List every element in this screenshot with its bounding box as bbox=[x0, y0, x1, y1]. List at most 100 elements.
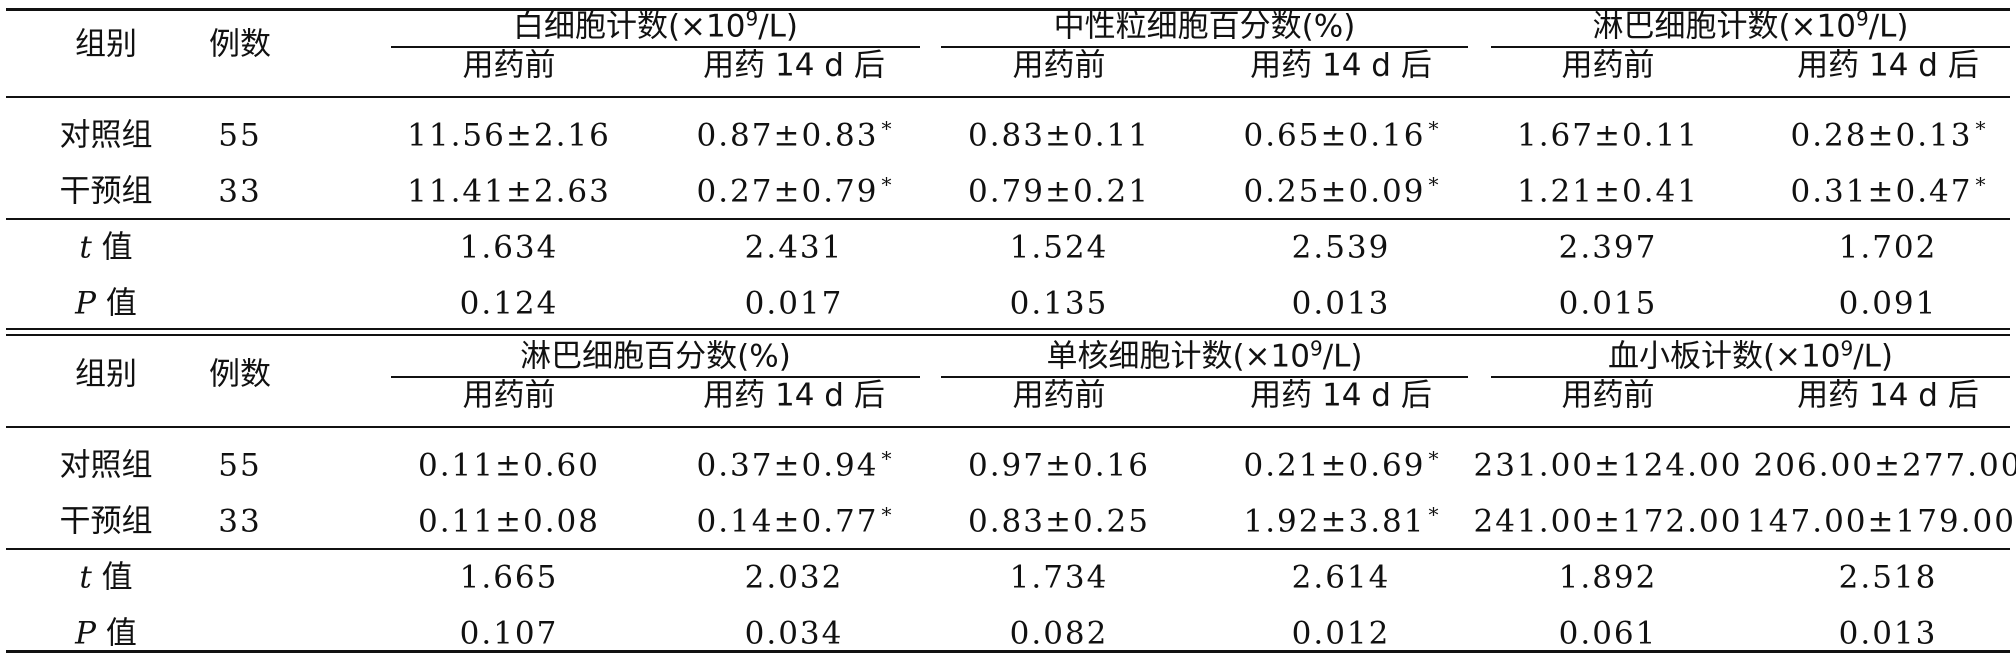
group-underline bbox=[391, 376, 920, 378]
value-cell: 11.56±2.16 bbox=[407, 117, 611, 154]
p-suffix: 值 bbox=[96, 285, 137, 322]
value-cell: 0.79±0.21 bbox=[967, 173, 1151, 210]
p-value: 0.124 bbox=[459, 285, 559, 322]
row-group-label: 干预组 bbox=[59, 173, 153, 210]
table-top-rule bbox=[6, 8, 2010, 11]
t-value: 1.702 bbox=[1838, 229, 1938, 266]
p-stat-label: P 值 bbox=[75, 285, 137, 322]
significance-mark: * bbox=[881, 116, 892, 141]
t-symbol: t bbox=[79, 559, 92, 596]
p-value: 0.082 bbox=[1009, 615, 1109, 652]
group-underline bbox=[941, 376, 1468, 378]
value-cell: 231.00±124.00 bbox=[1473, 447, 1743, 484]
value-cell: 0.97±0.16 bbox=[967, 447, 1151, 484]
p-value: 0.034 bbox=[744, 615, 844, 652]
count-header: 例数 bbox=[209, 356, 271, 393]
value-cell: 0.83±0.25 bbox=[967, 503, 1151, 540]
row-count: 55 bbox=[218, 447, 262, 484]
value-cell: 0.28±0.13 * bbox=[1790, 116, 1986, 154]
significance-mark: * bbox=[1428, 172, 1439, 197]
t-value: 1.665 bbox=[459, 559, 559, 596]
group-title-text: 血小板计数(×10 bbox=[1607, 338, 1841, 375]
row-count: 33 bbox=[218, 173, 262, 210]
table-bottom-rule bbox=[6, 650, 2010, 653]
t-value: 1.734 bbox=[1009, 559, 1109, 596]
group-title: 白细胞计数(×109/L) bbox=[512, 8, 799, 45]
value-cell: 0.83±0.11 bbox=[967, 117, 1151, 154]
p-symbol: P bbox=[75, 285, 96, 322]
group-underline bbox=[1491, 376, 2010, 378]
t-value: 1.634 bbox=[459, 229, 559, 266]
after-header: 用药 14 d 后 bbox=[1250, 47, 1432, 84]
group-title: 单核细胞计数(×109/L) bbox=[1046, 338, 1363, 375]
value-cell: 0.27±0.79 * bbox=[696, 172, 892, 210]
t-value: 2.539 bbox=[1291, 229, 1391, 266]
group-title-text: 淋巴细胞百分数(%) bbox=[520, 338, 791, 375]
group-title-text: 白细胞计数(×10 bbox=[512, 8, 746, 45]
value-cell: 0.65±0.16 * bbox=[1243, 116, 1439, 154]
after-header: 用药 14 d 后 bbox=[703, 47, 885, 84]
p-value: 0.015 bbox=[1558, 285, 1658, 322]
after-header: 用药 14 d 后 bbox=[1250, 377, 1432, 414]
group-underline bbox=[941, 46, 1468, 48]
value-cell: 11.41±2.63 bbox=[407, 173, 611, 210]
significance-mark: * bbox=[881, 172, 892, 197]
before-header: 用药前 bbox=[1561, 47, 1655, 84]
row-count: 33 bbox=[218, 503, 262, 540]
before-header: 用药前 bbox=[462, 377, 556, 414]
value-cell: 206.00±277.00 bbox=[1753, 447, 2016, 484]
p-value: 0.091 bbox=[1838, 285, 1938, 322]
p-value: 0.012 bbox=[1291, 615, 1391, 652]
header-bottom-rule bbox=[6, 426, 2010, 428]
t-value: 1.892 bbox=[1558, 559, 1658, 596]
significance-mark: * bbox=[881, 502, 892, 527]
group-title: 淋巴细胞百分数(%) bbox=[520, 338, 791, 375]
value-cell: 1.21±0.41 bbox=[1516, 173, 1700, 210]
p-value: 0.013 bbox=[1838, 615, 1938, 652]
group-underline bbox=[391, 46, 920, 48]
after-header: 用药 14 d 后 bbox=[1797, 47, 1979, 84]
value-cell: 241.00±172.00 bbox=[1473, 503, 1743, 540]
p-value: 0.013 bbox=[1291, 285, 1391, 322]
value-cell: 0.11±0.60 bbox=[417, 447, 601, 484]
value-cell: 0.87±0.83 * bbox=[696, 116, 892, 154]
section-divider-rule-a bbox=[6, 328, 2010, 330]
group-title-unit: /L) bbox=[1853, 338, 1894, 375]
p-value: 0.107 bbox=[459, 615, 559, 652]
t-suffix: 值 bbox=[91, 559, 133, 596]
value-cell: 147.00±179.00* bbox=[1747, 503, 2016, 540]
group-title-unit: /L) bbox=[758, 8, 799, 45]
group-title-text: 中性粒细胞百分数(%) bbox=[1053, 8, 1356, 45]
t-value: 2.431 bbox=[744, 229, 844, 266]
t-suffix: 值 bbox=[91, 229, 133, 266]
before-header: 用药前 bbox=[1012, 377, 1106, 414]
p-value: 0.017 bbox=[744, 285, 844, 322]
value-cell: 1.92±3.81 * bbox=[1243, 502, 1439, 540]
row-group-label: 干预组 bbox=[59, 503, 153, 540]
value-cell: 0.37±0.94 * bbox=[696, 446, 892, 484]
group-title-unit: /L) bbox=[1322, 338, 1363, 375]
t-stat-label: t 值 bbox=[79, 559, 133, 596]
p-value: 0.135 bbox=[1009, 285, 1109, 322]
group-header: 组别 bbox=[75, 26, 137, 63]
t-value: 2.032 bbox=[744, 559, 844, 596]
group-title: 淋巴细胞计数(×109/L) bbox=[1592, 9, 1908, 43]
group-header: 组别 bbox=[75, 356, 137, 393]
t-value: 1.524 bbox=[1009, 229, 1109, 266]
before-header: 用药前 bbox=[1012, 47, 1106, 84]
t-value: 2.518 bbox=[1838, 559, 1938, 596]
significance-mark: * bbox=[1975, 116, 1986, 141]
before-header: 用药前 bbox=[462, 47, 556, 84]
significance-mark: * bbox=[1428, 116, 1439, 141]
section-divider-rule-b bbox=[6, 334, 2010, 336]
group-title-superscript: 9 bbox=[1840, 336, 1854, 361]
value-cell: 0.21±0.69 * bbox=[1243, 446, 1439, 484]
group-title-text: 单核细胞计数(×10 bbox=[1046, 338, 1310, 375]
significance-mark: * bbox=[1428, 446, 1439, 471]
group-title: 血小板计数(×109/L) bbox=[1607, 338, 1894, 375]
value-cell: 0.31±0.47 * bbox=[1790, 172, 1986, 210]
group-underline bbox=[1491, 46, 2010, 48]
value-cell: 0.11±0.08 bbox=[417, 503, 601, 540]
p-stat-label: P 值 bbox=[75, 618, 137, 650]
group-title-superscript: 9 bbox=[1309, 336, 1323, 361]
